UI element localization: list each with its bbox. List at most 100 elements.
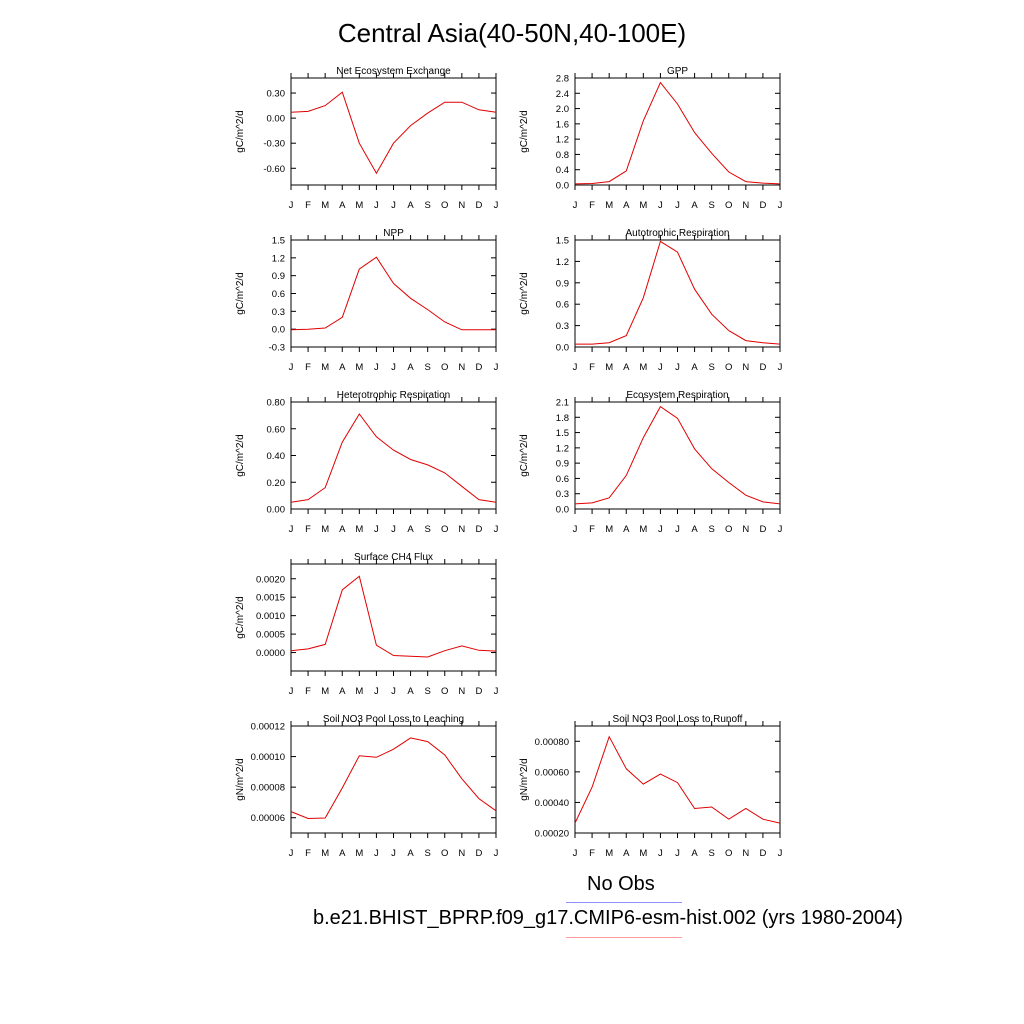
legend-label-obs: No Obs bbox=[587, 873, 655, 895]
x-tick-label: F bbox=[589, 848, 595, 859]
x-tick-label: F bbox=[305, 524, 311, 535]
x-tick-label: J bbox=[494, 200, 499, 211]
x-tick-label: O bbox=[441, 200, 448, 211]
y-tick-label: 0.00 bbox=[267, 505, 286, 516]
x-tick-label: J bbox=[778, 848, 783, 859]
x-tick-label: S bbox=[424, 524, 430, 535]
x-tick-label: A bbox=[623, 200, 630, 211]
y-axis-label: gC/m^2/d bbox=[235, 434, 246, 477]
x-tick-label: S bbox=[708, 524, 714, 535]
y-tick-label: 0.0015 bbox=[256, 593, 285, 604]
y-axis-label: gC/m^2/d bbox=[519, 272, 530, 315]
x-tick-label: S bbox=[424, 362, 430, 373]
y-tick-label: 0.00010 bbox=[251, 752, 285, 763]
y-tick-label: 1.5 bbox=[556, 236, 569, 247]
x-tick-label: J bbox=[374, 848, 379, 859]
plot-frame bbox=[290, 239, 497, 348]
plot-frame bbox=[290, 725, 497, 834]
x-tick-label: A bbox=[339, 848, 346, 859]
series-line bbox=[290, 413, 497, 503]
x-tick-label: N bbox=[742, 200, 749, 211]
x-tick-label: N bbox=[458, 524, 465, 535]
y-tick-label: 1.6 bbox=[556, 119, 569, 130]
x-tick-label: J bbox=[374, 524, 379, 535]
x-tick-label: M bbox=[321, 686, 329, 697]
x-tick-label: N bbox=[458, 686, 465, 697]
y-tick-label: 1.2 bbox=[556, 443, 569, 454]
x-tick-label: J bbox=[658, 848, 663, 859]
y-tick-label: 0.0 bbox=[556, 505, 569, 516]
y-axis-label: gN/m^2/d bbox=[519, 758, 530, 801]
y-tick-label: 0.0 bbox=[556, 343, 569, 354]
x-tick-label: A bbox=[691, 200, 698, 211]
panel-title: Heterotrophic Respiration bbox=[337, 390, 450, 401]
x-tick-label: S bbox=[708, 362, 714, 373]
y-tick-label: 1.5 bbox=[272, 236, 285, 247]
x-tick-label: A bbox=[623, 362, 630, 373]
x-tick-label: D bbox=[759, 848, 766, 859]
y-tick-label: 0.00020 bbox=[535, 829, 569, 840]
y-tick-label: 2.0 bbox=[556, 104, 569, 115]
x-tick-label: J bbox=[494, 524, 499, 535]
x-tick-label: J bbox=[289, 200, 294, 211]
plot-frame bbox=[290, 77, 497, 186]
y-tick-label: 0.6 bbox=[272, 289, 285, 300]
x-tick-label: O bbox=[725, 848, 732, 859]
x-tick-label: N bbox=[458, 200, 465, 211]
x-tick-label: J bbox=[289, 686, 294, 697]
x-tick-label: O bbox=[725, 200, 732, 211]
y-axis-label: gC/m^2/d bbox=[235, 272, 246, 315]
x-tick-label: A bbox=[691, 362, 698, 373]
plot-frame bbox=[574, 239, 781, 348]
y-tick-label: 0.0020 bbox=[256, 574, 285, 585]
x-tick-label: O bbox=[441, 362, 448, 373]
x-tick-label: D bbox=[475, 524, 482, 535]
x-tick-label: J bbox=[658, 200, 663, 211]
y-tick-label: 1.2 bbox=[556, 257, 569, 268]
x-tick-label: F bbox=[305, 200, 311, 211]
panel-title: GPP bbox=[667, 66, 688, 77]
y-tick-label: 0.00 bbox=[267, 114, 286, 125]
x-tick-label: D bbox=[759, 362, 766, 373]
x-tick-label: A bbox=[623, 524, 630, 535]
y-tick-label: 0.8 bbox=[556, 150, 569, 161]
x-tick-label: M bbox=[605, 362, 613, 373]
y-tick-label: 0.3 bbox=[556, 489, 569, 500]
y-tick-label: 0.0010 bbox=[256, 611, 285, 622]
x-tick-label: M bbox=[355, 524, 363, 535]
x-tick-label: D bbox=[759, 200, 766, 211]
legend-line-model bbox=[566, 937, 682, 938]
x-tick-label: J bbox=[391, 200, 396, 211]
series-line bbox=[574, 81, 781, 185]
y-tick-label: 1.2 bbox=[272, 253, 285, 264]
x-tick-label: J bbox=[494, 848, 499, 859]
x-tick-label: F bbox=[305, 362, 311, 373]
x-tick-label: M bbox=[321, 362, 329, 373]
x-tick-label: J bbox=[778, 200, 783, 211]
series-line bbox=[290, 737, 497, 820]
y-tick-label: 0.00006 bbox=[251, 813, 285, 824]
y-tick-label: 0.00080 bbox=[535, 737, 569, 748]
y-tick-label: 0.6 bbox=[556, 300, 569, 311]
y-tick-label: 0.0 bbox=[272, 325, 285, 336]
y-tick-label: 0.9 bbox=[272, 271, 285, 282]
y-tick-label: -0.60 bbox=[263, 164, 285, 175]
x-tick-label: N bbox=[742, 848, 749, 859]
x-tick-label: F bbox=[589, 362, 595, 373]
x-tick-label: A bbox=[339, 686, 346, 697]
x-tick-label: A bbox=[339, 200, 346, 211]
y-tick-label: 2.4 bbox=[556, 89, 569, 100]
x-tick-label: J bbox=[289, 524, 294, 535]
x-tick-label: M bbox=[605, 524, 613, 535]
y-tick-label: 0.0000 bbox=[256, 648, 285, 659]
panel-title: Net Ecosystem Exchange bbox=[336, 66, 451, 77]
panel-title: Surface CH4 Flux bbox=[354, 552, 433, 563]
panel-title: NPP bbox=[383, 228, 404, 239]
y-tick-label: 1.2 bbox=[556, 135, 569, 146]
x-tick-label: J bbox=[573, 200, 578, 211]
x-tick-label: F bbox=[305, 686, 311, 697]
x-tick-label: O bbox=[441, 848, 448, 859]
x-tick-label: N bbox=[742, 524, 749, 535]
x-tick-label: A bbox=[407, 200, 414, 211]
y-tick-label: 2.8 bbox=[556, 74, 569, 85]
